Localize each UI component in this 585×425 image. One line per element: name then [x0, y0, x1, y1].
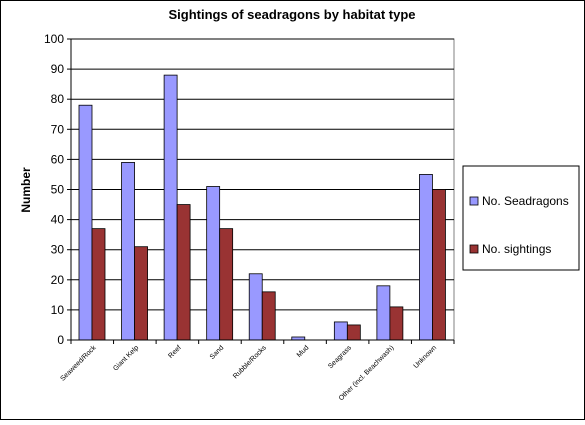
legend-label-seadragons: No. Seadragons: [482, 194, 569, 208]
y-tick-labels: 0 10 20 30 40 50 60 70 80 90 100: [44, 32, 64, 347]
legend-swatch-seadragons: [469, 196, 479, 206]
y-tick-label: 60: [51, 152, 65, 166]
legend-box: [462, 165, 580, 271]
y-tick-label: 0: [57, 333, 64, 347]
bar-sightings: [219, 228, 234, 341]
y-tick-label: 80: [51, 92, 65, 106]
y-axis-label: Number: [19, 167, 33, 213]
y-tick-label: 40: [51, 213, 65, 227]
bar-sightings: [389, 306, 404, 341]
bar-seadragons: [121, 162, 135, 341]
bar-seadragons: [333, 321, 348, 341]
bar-seadragons: [163, 74, 178, 341]
bar-seadragons: [376, 285, 391, 341]
y-tick-label: 90: [51, 62, 65, 76]
bar-sightings: [261, 291, 276, 341]
bar-sightings: [176, 204, 191, 341]
y-tick-label: 50: [51, 183, 65, 197]
y-tick-label: 70: [51, 122, 65, 136]
legend-swatch-sightings: [469, 244, 479, 254]
y-tick-label: 100: [44, 32, 64, 46]
y-tick-label: 30: [51, 243, 65, 257]
bar-sightings: [134, 246, 148, 341]
bar-seadragons: [248, 273, 263, 341]
bar-seadragons: [78, 104, 93, 341]
y-tick-label: 20: [51, 273, 65, 287]
legend: No. Seadragons No. sightings: [462, 165, 580, 271]
y-tick-label: 10: [51, 303, 65, 317]
bar-sightings: [346, 324, 361, 341]
legend-label-sightings: No. sightings: [482, 242, 551, 256]
bar-sightings: [91, 228, 106, 341]
bars: [78, 74, 446, 341]
bar-seadragons: [419, 174, 433, 341]
bar-seadragons: [206, 186, 221, 341]
bar-sightings: [432, 189, 446, 341]
chart-title: Sightings of seadragons by habitat type: [168, 7, 415, 22]
axes: [70, 39, 455, 344]
